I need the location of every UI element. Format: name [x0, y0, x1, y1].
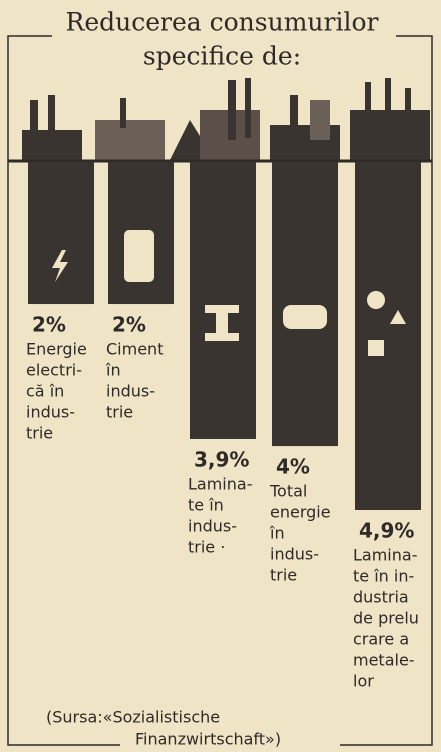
- source-line: Finanzwirtschaft»): [135, 730, 281, 749]
- category-label: trie ·: [188, 537, 225, 556]
- value-label: 4,9%: [359, 519, 414, 543]
- category-label: indus-: [188, 516, 237, 535]
- value-label: 3,9%: [194, 447, 249, 471]
- category-label: în: [269, 524, 285, 543]
- category-label: de prelu: [353, 609, 419, 628]
- category-label: indus-: [106, 382, 155, 401]
- title-line: specifice de:: [143, 42, 301, 71]
- category-label: te în: [188, 495, 224, 514]
- category-label: indus-: [270, 545, 319, 564]
- category-label: că în: [26, 382, 64, 401]
- category-label: Lamina-: [353, 546, 417, 565]
- value-label: 2%: [112, 313, 146, 337]
- category-label: energie: [270, 503, 331, 522]
- category-label: lor: [353, 672, 374, 691]
- category-label: trie: [106, 403, 133, 422]
- value-label: 4%: [276, 455, 310, 479]
- bar: [355, 162, 421, 510]
- category-label: trie: [270, 566, 297, 585]
- source-line: (Sursa:«Sozialistische: [46, 708, 220, 727]
- bar: [190, 162, 256, 439]
- category-label: electri-: [26, 361, 82, 380]
- category-label: Energie: [26, 340, 87, 359]
- category-label: Lamina-: [188, 474, 252, 493]
- category-label: Total: [269, 482, 307, 501]
- bar: [28, 162, 94, 304]
- category-label: Ciment: [106, 340, 163, 359]
- category-label: crare a: [353, 630, 409, 649]
- category-label: dustria: [353, 588, 409, 607]
- value-label: 2%: [32, 313, 66, 337]
- bar: [272, 162, 338, 446]
- title-line: Reducerea consumurilor: [66, 8, 379, 37]
- category-label: metale-: [353, 651, 415, 670]
- category-label: te în in-: [353, 567, 414, 586]
- category-label: trie: [26, 424, 53, 443]
- category-label: indus-: [26, 403, 75, 422]
- category-label: în: [105, 361, 121, 380]
- chart: Reducerea consumurilor specifice de: (Su…: [0, 0, 441, 752]
